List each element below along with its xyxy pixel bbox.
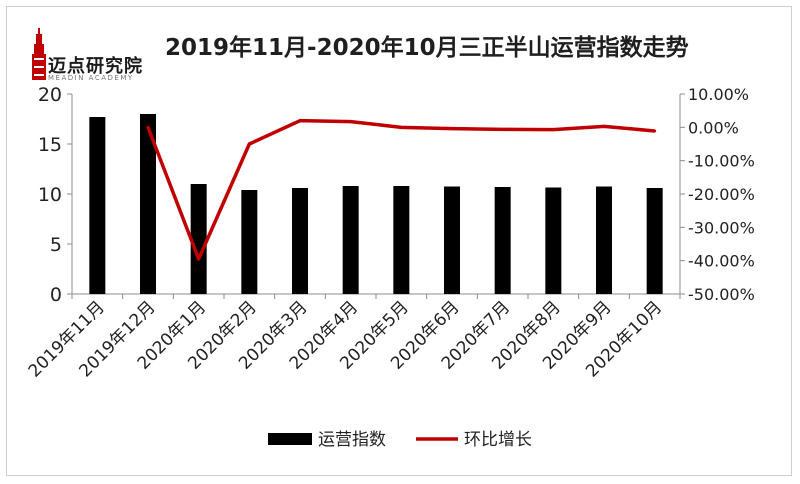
logo-name: 迈点研究院 bbox=[48, 56, 143, 77]
chart-title: 2019年11月-2020年10月三正半山运营指数走势 bbox=[165, 35, 689, 61]
line-point bbox=[146, 125, 150, 129]
bar bbox=[646, 188, 663, 294]
bar bbox=[393, 186, 410, 294]
right-tick-label: -50.00% bbox=[688, 285, 755, 304]
legend: 运营指数 环比增长 bbox=[268, 430, 532, 450]
right-tick-label: -10.00% bbox=[688, 152, 755, 171]
line-point bbox=[197, 257, 201, 261]
legend-bar-label: 运营指数 bbox=[318, 430, 386, 450]
bar bbox=[89, 117, 106, 294]
line-point bbox=[450, 127, 454, 131]
left-tick-label: 10 bbox=[38, 184, 62, 206]
line-point bbox=[551, 128, 555, 132]
line-point bbox=[399, 125, 403, 129]
left-tick-label: 5 bbox=[50, 234, 62, 256]
legend-bar-swatch bbox=[268, 433, 312, 445]
left-tick-label: 0 bbox=[50, 284, 62, 306]
bar-series bbox=[89, 114, 663, 294]
bar bbox=[241, 190, 258, 294]
line-point bbox=[247, 142, 251, 146]
bar bbox=[140, 114, 156, 294]
bar bbox=[545, 187, 562, 294]
line-point bbox=[602, 124, 606, 128]
line-point bbox=[501, 127, 505, 131]
line-point bbox=[298, 119, 302, 123]
logo-subtitle: MEADIN ACADEMY bbox=[48, 74, 134, 82]
logo-icon bbox=[32, 28, 46, 80]
right-tick-label: 10.00% bbox=[688, 85, 749, 104]
bar bbox=[292, 188, 308, 294]
legend-line-label: 环比增长 bbox=[464, 430, 532, 450]
axes: 0 5 10 15 20 10.00% 0.00% -10.00% -20.00% -30.00%… bbox=[38, 84, 755, 306]
right-tick-label: -20.00% bbox=[688, 185, 755, 204]
right-tick-label: -40.00% bbox=[688, 252, 755, 271]
bar bbox=[190, 184, 207, 294]
left-tick-label: 15 bbox=[38, 134, 62, 156]
bar bbox=[444, 186, 460, 294]
right-tick-label: 0.00% bbox=[688, 118, 739, 137]
line-point bbox=[653, 129, 657, 133]
line-point bbox=[349, 120, 353, 124]
bar bbox=[342, 186, 359, 294]
bar bbox=[494, 187, 511, 294]
bar bbox=[596, 186, 612, 294]
line-series bbox=[146, 118, 657, 261]
right-tick-label: -30.00% bbox=[688, 218, 755, 237]
x-tick-labels: 2019年11月2019年12月2020年1月2020年2月2020年3月202… bbox=[25, 297, 666, 381]
left-tick-label: 20 bbox=[38, 84, 62, 106]
